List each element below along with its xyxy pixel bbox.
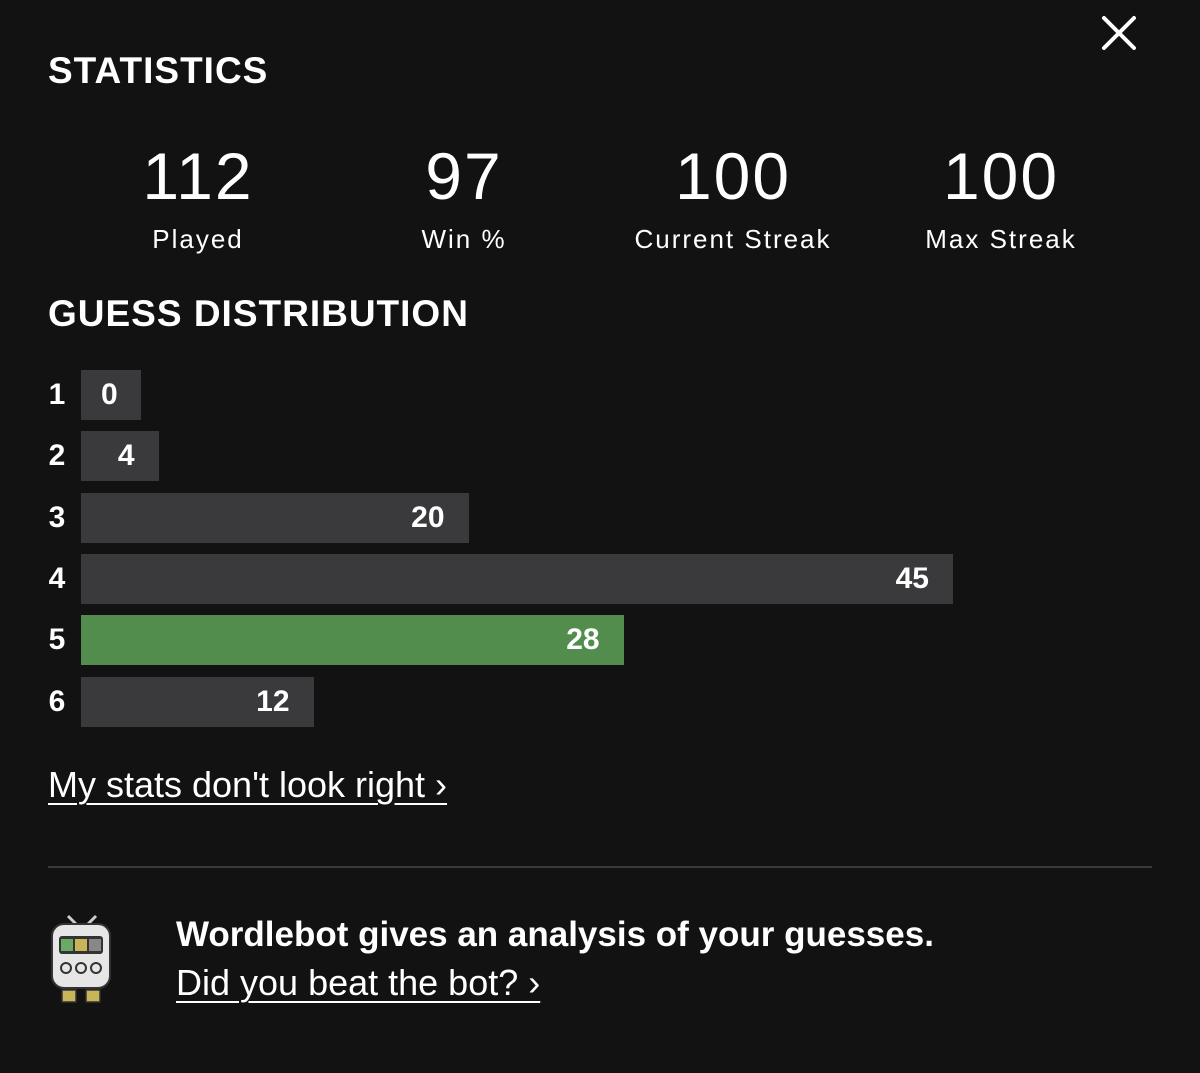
stats-link[interactable]: My stats don't look right ›	[48, 764, 448, 805]
stat-value: 100	[674, 139, 792, 213]
footer-text: Wordlebot gives an analysis of your gues…	[176, 915, 934, 954]
stat-label: Max Streak	[925, 224, 1077, 254]
section-title: GUESS DISTRIBUTION	[48, 293, 469, 334]
distribution-bar: 12	[81, 676, 314, 727]
guess-number: 2	[48, 439, 66, 473]
distribution-bar: 28	[81, 615, 624, 666]
guess-number: 3	[48, 500, 66, 534]
close-button[interactable]	[1100, 14, 1138, 52]
distribution-bar: 20	[81, 492, 469, 543]
stat-value: 112	[142, 139, 254, 213]
stat: 97 Win %	[334, 138, 594, 255]
distribution-bar: 0	[81, 370, 141, 420]
stat-value: 100	[942, 139, 1060, 213]
modal-title: STATISTICS	[48, 50, 269, 91]
stat-value: 97	[425, 139, 503, 213]
stat: 100 Max Streak	[871, 138, 1131, 255]
stat-label: Played	[152, 224, 244, 254]
divider	[48, 866, 1152, 868]
guess-number: 5	[48, 623, 66, 657]
guess-number: 1	[48, 378, 66, 411]
stat: 112 Played	[68, 138, 328, 255]
distribution-bar: 45	[81, 553, 953, 604]
guess-number: 6	[48, 684, 66, 718]
stat-label: Win %	[421, 224, 507, 254]
distribution-bar: 4	[81, 431, 159, 482]
footer-link[interactable]: Did you beat the bot? ›	[176, 962, 541, 1003]
wordlebot-icon	[51, 914, 111, 1003]
stat-label: Current Streak	[634, 224, 832, 254]
guess-number: 4	[48, 561, 66, 595]
stat: 100 Current Streak	[603, 138, 863, 255]
